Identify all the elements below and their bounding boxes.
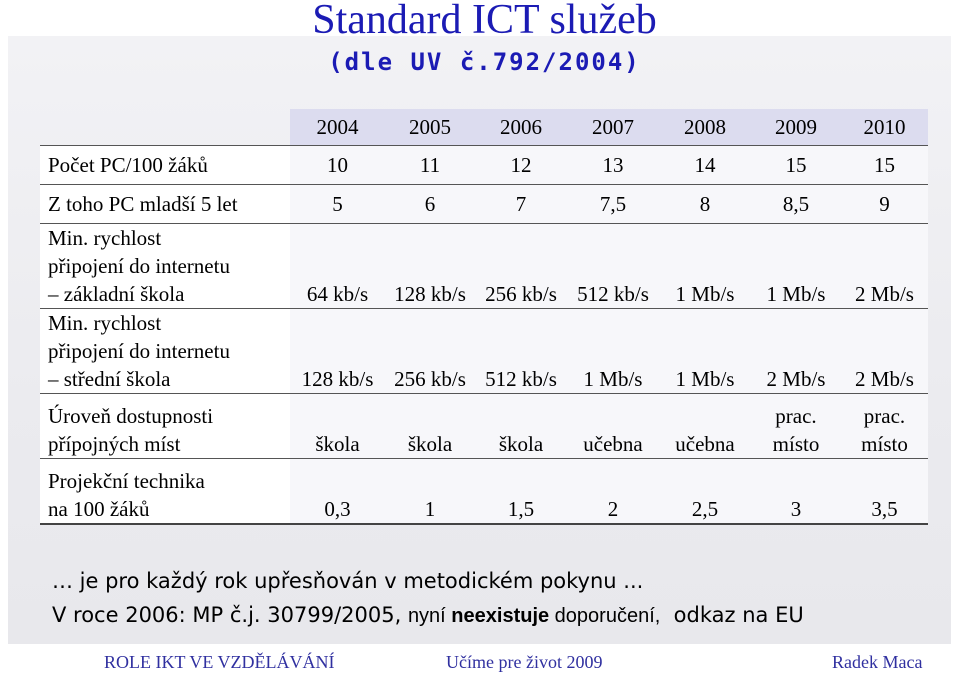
table-cell: 2 Mb/s <box>841 223 928 308</box>
table-cell: 0,3 <box>290 458 385 525</box>
ict-standards-table: 2004 2005 2006 2007 2008 2009 2010 Počet… <box>40 109 928 525</box>
table-cell: 3,5 <box>841 458 928 525</box>
header-corner-cell <box>40 109 290 145</box>
row-label-line: Projekční technika <box>48 469 205 493</box>
row-label-line: připojení do internetu <box>48 254 230 278</box>
table-cell: 1,5 <box>475 458 567 525</box>
table-cell: 64 kb/s <box>290 223 385 308</box>
table-cell: 1 Mb/s <box>567 308 659 393</box>
table-cell: 7 <box>475 184 567 223</box>
table-cell: 512 kb/s <box>567 223 659 308</box>
row-label-line: přípojných míst <box>48 432 181 456</box>
table-cell: 2 <box>567 458 659 525</box>
row-label-line: – základní škola <box>48 282 185 306</box>
row-label: Z toho PC mladší 5 let <box>40 184 290 223</box>
table-cell: 2 Mb/s <box>841 308 928 393</box>
table-cell: 13 <box>567 145 659 184</box>
table-row: Z toho PC mladší 5 let 5 6 7 7,5 8 8,5 9 <box>40 184 928 223</box>
year-header: 2007 <box>567 109 659 145</box>
row-label: Úroveň dostupnosti přípojných míst <box>40 393 290 458</box>
table-cell: 11 <box>385 145 475 184</box>
table-cell: 5 <box>290 184 385 223</box>
table-cell: prac. místo <box>841 393 928 458</box>
table-cell: 15 <box>841 145 928 184</box>
notes-block: … je pro každý rok upřesňován v metodick… <box>52 564 804 633</box>
table-cell: 6 <box>385 184 475 223</box>
note-status-text: doporučení, <box>549 605 661 627</box>
table-row: Počet PC/100 žáků 10 11 12 13 14 15 15 <box>40 145 928 184</box>
table-cell: učebna <box>567 393 659 458</box>
row-label-line: na 100 žáků <box>48 497 150 521</box>
year-header: 2008 <box>659 109 751 145</box>
table-cell: 8 <box>659 184 751 223</box>
table-cell: 512 kb/s <box>475 308 567 393</box>
table-row: Min. rychlost připojení do internetu – z… <box>40 223 928 308</box>
year-header: 2009 <box>751 109 841 145</box>
table-cell: 10 <box>290 145 385 184</box>
table-cell: 1 <box>385 458 475 525</box>
footer-right: Radek Maca <box>832 652 923 672</box>
table-cell: škola <box>475 393 567 458</box>
year-header: 2005 <box>385 109 475 145</box>
table-cell: prac. místo <box>751 393 841 458</box>
table-cell: 256 kb/s <box>475 223 567 308</box>
table-row: Min. rychlost připojení do internetu – s… <box>40 308 928 393</box>
table-row: Projekční technika na 100 žáků 0,3 1 1,5… <box>40 458 928 525</box>
table-cell: 14 <box>659 145 751 184</box>
table-row: Úroveň dostupnosti přípojných míst škola… <box>40 393 928 458</box>
row-label: Min. rychlost připojení do internetu – s… <box>40 308 290 393</box>
table-cell: učebna <box>659 393 751 458</box>
table-cell: škola <box>385 393 475 458</box>
table-cell: 7,5 <box>567 184 659 223</box>
table-cell: škola <box>290 393 385 458</box>
note-line-2: V roce 2006: MP č.j. 30799/2005, nyní ne… <box>52 598 804 633</box>
table-cell: 2,5 <box>659 458 751 525</box>
table-cell: 3 <box>751 458 841 525</box>
table-cell: 8,5 <box>751 184 841 223</box>
note-emphasis: neexistuje <box>451 605 550 627</box>
table-cell: 128 kb/s <box>385 223 475 308</box>
year-header: 2006 <box>475 109 567 145</box>
footer-center: Učíme pre život 2009 <box>446 652 603 672</box>
row-label: Min. rychlost připojení do internetu – z… <box>40 223 290 308</box>
row-label-line: Úroveň dostupnosti <box>48 404 214 428</box>
row-label: Projekční technika na 100 žáků <box>40 458 290 525</box>
footer-left: ROLE IKT VE VZDĚLÁVÁNÍ <box>104 652 335 672</box>
table-cell: 9 <box>841 184 928 223</box>
table-cell: 12 <box>475 145 567 184</box>
row-label-line: připojení do internetu <box>48 339 230 363</box>
table-header-row: 2004 2005 2006 2007 2008 2009 2010 <box>40 109 928 145</box>
table-cell: 2 Mb/s <box>751 308 841 393</box>
note-reference: V roce 2006: MP č.j. 30799/2005, <box>52 603 408 627</box>
table-cell: 1 Mb/s <box>659 223 751 308</box>
table-cell: 256 kb/s <box>385 308 475 393</box>
note-eu-link-text: odkaz na EU <box>660 603 804 627</box>
table-cell: 128 kb/s <box>290 308 385 393</box>
year-header: 2004 <box>290 109 385 145</box>
year-header: 2010 <box>841 109 928 145</box>
table-cell: 1 Mb/s <box>659 308 751 393</box>
table-cell: 1 Mb/s <box>751 223 841 308</box>
slide-title: Standard ICT služeb <box>312 0 657 43</box>
row-label-line: – střední škola <box>48 367 171 391</box>
row-label: Počet PC/100 žáků <box>40 145 290 184</box>
table-cell: 15 <box>751 145 841 184</box>
row-label-line: Min. rychlost <box>48 311 162 335</box>
row-label-line: Min. rychlost <box>48 226 162 250</box>
note-status-text: nyní <box>407 605 452 627</box>
note-line-1: … je pro každý rok upřesňován v metodick… <box>52 569 644 593</box>
slide-subtitle: (dle UV č.792/2004) <box>328 48 641 76</box>
